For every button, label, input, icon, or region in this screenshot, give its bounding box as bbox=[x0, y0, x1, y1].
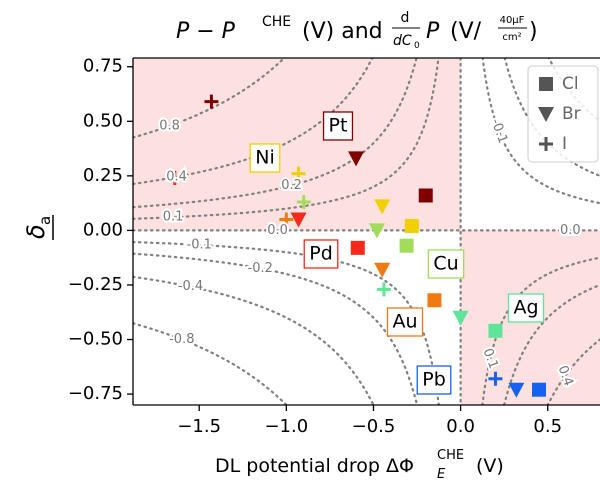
title-part: P bbox=[426, 19, 440, 44]
metal-label-box bbox=[249, 143, 281, 173]
marker-plus bbox=[488, 371, 503, 386]
y-tick-label: 0.75 bbox=[83, 56, 123, 77]
title-part: d bbox=[401, 10, 410, 26]
title-part: cm² bbox=[502, 32, 521, 43]
contour-label: 0.0 bbox=[560, 223, 581, 238]
contour-line bbox=[503, 283, 600, 405]
x-label-part: E bbox=[437, 467, 446, 482]
x-tick-label: 0.0 bbox=[446, 416, 475, 437]
y-tick-label: 0.25 bbox=[83, 165, 123, 186]
x-label-part: (V) bbox=[476, 455, 504, 477]
title-part: (V/ bbox=[450, 19, 482, 44]
metal-label: Cu bbox=[433, 253, 458, 275]
contour-line bbox=[462, 8, 600, 12]
title-part: (V) and bbox=[302, 19, 383, 44]
contour-line bbox=[133, 58, 440, 220]
marker-square bbox=[532, 382, 547, 397]
marker-square bbox=[350, 240, 365, 255]
x-tick-label: −1.0 bbox=[264, 416, 308, 437]
metal-label: Pd bbox=[309, 243, 333, 265]
marker-square bbox=[539, 77, 553, 91]
marker-triangle bbox=[290, 212, 307, 228]
title-part: 0 bbox=[414, 41, 420, 51]
marker-triangle bbox=[452, 310, 469, 326]
y-tick-label: −0.25 bbox=[68, 274, 123, 295]
metal-label: Ni bbox=[255, 147, 275, 169]
metal-label: Ag bbox=[513, 297, 538, 319]
y-tick-label: −0.50 bbox=[68, 329, 123, 350]
contour-line bbox=[133, 58, 374, 186]
marker-square bbox=[427, 293, 442, 308]
title-part: dC bbox=[393, 33, 412, 49]
x-tick-label: −0.5 bbox=[352, 416, 396, 437]
contour-line bbox=[133, 58, 418, 209]
x-label-part: DL potential drop ΔΦ bbox=[215, 455, 414, 477]
x-axis-label: DL potential drop ΔΦ E CHE (V) bbox=[215, 448, 504, 482]
y-label-part: a bbox=[36, 216, 54, 225]
marker-triangle bbox=[374, 262, 391, 278]
metal-label-box bbox=[303, 239, 339, 269]
metal-label-box bbox=[416, 365, 452, 395]
marker-triangle bbox=[368, 223, 385, 239]
metal-label: Pb bbox=[422, 369, 446, 391]
marker-plus bbox=[279, 212, 294, 227]
contour-line bbox=[133, 252, 419, 405]
metal-label: Au bbox=[392, 311, 417, 333]
contour-label: -0.2 bbox=[248, 261, 273, 276]
y-label-part: δ bbox=[22, 224, 50, 239]
title-part: 40μF bbox=[500, 15, 525, 26]
metal-label-box bbox=[427, 249, 465, 279]
contour-line bbox=[481, 256, 600, 405]
metal-label: Pt bbox=[329, 115, 348, 137]
marker-plus bbox=[204, 94, 219, 109]
marker-plus bbox=[291, 166, 306, 181]
contour-label: 0.8 bbox=[159, 118, 180, 133]
marker-square bbox=[418, 188, 433, 203]
contour-line bbox=[503, 58, 600, 177]
contour-line bbox=[546, 338, 600, 405]
contour-label: 0.2 bbox=[281, 178, 302, 193]
metal-label-box bbox=[386, 307, 424, 337]
x-label-part: CHE bbox=[437, 448, 464, 463]
title-part: ) bbox=[529, 19, 538, 44]
shaded-region bbox=[133, 58, 461, 231]
contour-label: -0.1 bbox=[187, 237, 212, 252]
y-tick-label: −0.75 bbox=[68, 383, 123, 404]
contour-label: 0.4 bbox=[166, 169, 187, 184]
title-part: CHE bbox=[262, 14, 291, 30]
marker-triangle bbox=[508, 382, 525, 398]
metal-label-box bbox=[507, 293, 545, 323]
contour-label: -0.8 bbox=[169, 332, 194, 347]
marker-plus bbox=[167, 171, 182, 186]
title-part: P − P bbox=[176, 19, 236, 44]
chart-title: P − P CHE (V) and d dC 0 P (V/ 40μF cm² … bbox=[176, 10, 538, 51]
marker-triangle bbox=[374, 199, 391, 215]
legend-label: Br bbox=[562, 104, 581, 124]
contour-line bbox=[481, 58, 600, 205]
y-tick-label: 0.00 bbox=[83, 219, 123, 240]
contour-label: -0.1 bbox=[488, 117, 511, 146]
marker-square bbox=[404, 219, 419, 234]
marker-square bbox=[488, 323, 503, 338]
contour-label: -0.4 bbox=[178, 279, 203, 294]
legend-label: Cl bbox=[562, 74, 579, 94]
x-tick-label: −1.5 bbox=[177, 416, 221, 437]
y-tick-label: 0.50 bbox=[83, 110, 123, 131]
marker-plus bbox=[296, 195, 311, 210]
contour-label: 0.0 bbox=[267, 223, 288, 238]
legend-label: I bbox=[562, 134, 567, 154]
marker-square bbox=[399, 238, 414, 253]
metal-label-box bbox=[322, 111, 354, 141]
marker-plus bbox=[539, 137, 553, 151]
contour-line bbox=[133, 240, 440, 405]
contour-line bbox=[133, 275, 375, 405]
marker-triangle bbox=[348, 151, 365, 167]
marker-triangle bbox=[538, 107, 554, 122]
marker-plus bbox=[376, 282, 391, 297]
x-tick-label: 0.5 bbox=[533, 416, 562, 437]
contour-label: 0.1 bbox=[163, 210, 184, 225]
y-axis-label: δ a bbox=[22, 215, 54, 240]
